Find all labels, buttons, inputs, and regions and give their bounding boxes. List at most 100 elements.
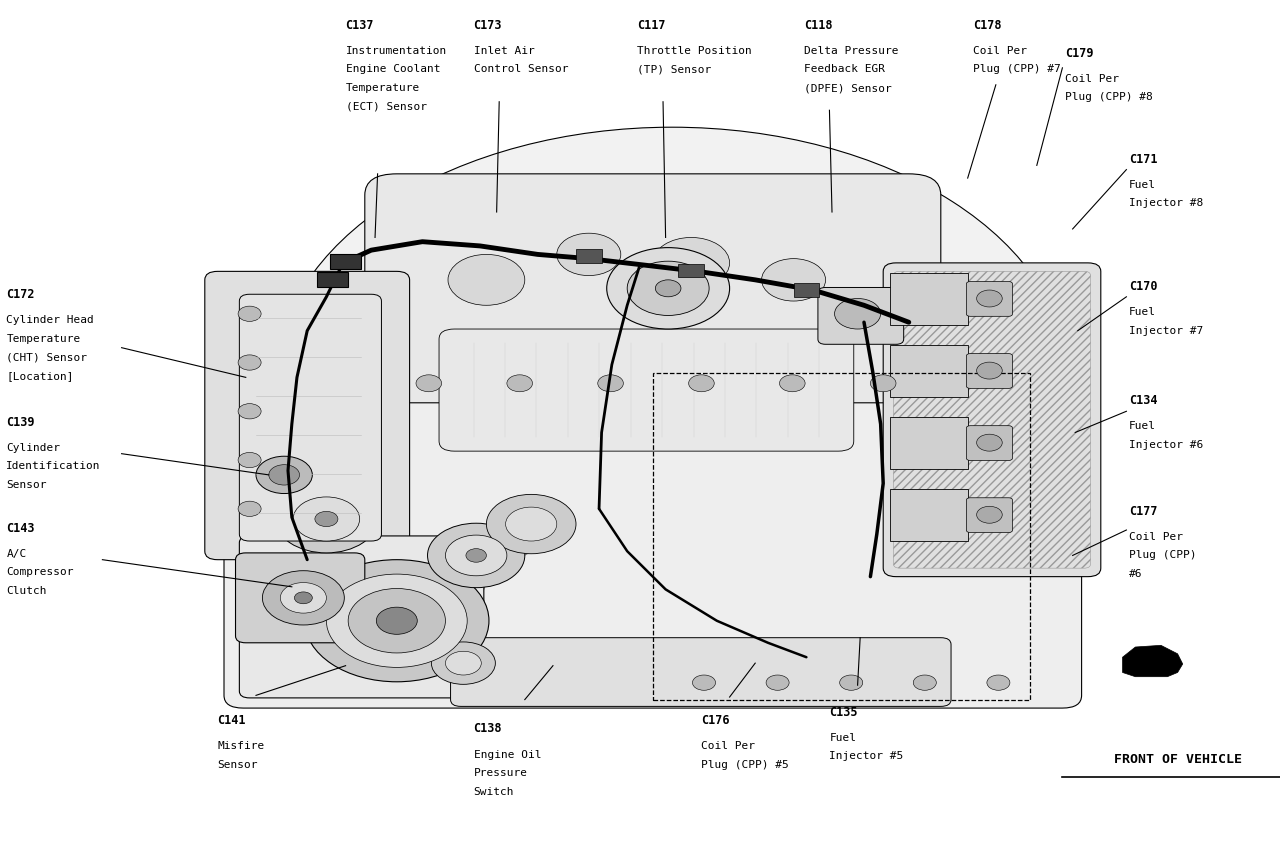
Text: C176: C176 — [701, 714, 730, 727]
Text: Engine Oil: Engine Oil — [474, 750, 541, 760]
FancyBboxPatch shape — [890, 489, 968, 541]
Text: Cylinder: Cylinder — [6, 443, 60, 453]
Circle shape — [835, 298, 881, 329]
Text: C134: C134 — [1129, 394, 1157, 407]
FancyBboxPatch shape — [966, 354, 1012, 388]
FancyBboxPatch shape — [576, 249, 602, 263]
Text: Injector #8: Injector #8 — [1129, 198, 1203, 209]
Text: A/C: A/C — [6, 549, 27, 559]
Circle shape — [238, 501, 261, 516]
Circle shape — [280, 583, 326, 613]
Circle shape — [262, 571, 344, 625]
FancyBboxPatch shape — [890, 273, 968, 325]
FancyBboxPatch shape — [239, 294, 381, 541]
Circle shape — [655, 280, 681, 297]
Text: Fuel: Fuel — [829, 733, 856, 743]
Text: Plug (CPP): Plug (CPP) — [1129, 550, 1197, 561]
Circle shape — [762, 259, 826, 301]
Circle shape — [506, 507, 557, 541]
FancyBboxPatch shape — [239, 536, 484, 698]
Text: (TP) Sensor: (TP) Sensor — [637, 64, 712, 75]
Circle shape — [977, 506, 1002, 523]
FancyBboxPatch shape — [966, 498, 1012, 533]
Text: Clutch: Clutch — [6, 586, 47, 596]
Text: Sensor: Sensor — [6, 480, 47, 490]
Circle shape — [914, 675, 937, 690]
Text: C171: C171 — [1129, 153, 1157, 165]
FancyBboxPatch shape — [365, 174, 941, 403]
Circle shape — [627, 261, 709, 315]
FancyBboxPatch shape — [224, 343, 1082, 708]
Text: Fuel: Fuel — [1129, 307, 1156, 317]
Text: Identification: Identification — [6, 461, 101, 471]
Text: Coil Per: Coil Per — [1065, 74, 1119, 84]
Text: (CHT) Sensor: (CHT) Sensor — [6, 353, 87, 363]
FancyBboxPatch shape — [236, 553, 365, 643]
Circle shape — [870, 375, 896, 392]
Circle shape — [765, 675, 788, 690]
Circle shape — [977, 362, 1002, 379]
Circle shape — [431, 642, 495, 684]
Text: #6: #6 — [1129, 569, 1143, 579]
Circle shape — [269, 465, 300, 485]
Text: C135: C135 — [829, 706, 858, 718]
Text: Injector #5: Injector #5 — [829, 751, 904, 762]
Circle shape — [238, 404, 261, 419]
Text: C170: C170 — [1129, 280, 1157, 293]
Circle shape — [428, 523, 525, 588]
FancyBboxPatch shape — [883, 263, 1101, 577]
Circle shape — [294, 592, 312, 604]
Text: Switch: Switch — [474, 787, 515, 797]
FancyBboxPatch shape — [966, 426, 1012, 460]
Text: Delta Pressure: Delta Pressure — [804, 46, 899, 56]
Text: C138: C138 — [474, 722, 502, 735]
FancyBboxPatch shape — [890, 417, 968, 469]
Text: C178: C178 — [973, 19, 1001, 31]
FancyBboxPatch shape — [678, 264, 704, 277]
Text: Coil Per: Coil Per — [1129, 532, 1183, 542]
Text: Engine Coolant: Engine Coolant — [346, 64, 440, 75]
Circle shape — [977, 434, 1002, 451]
Text: Fuel: Fuel — [1129, 180, 1156, 190]
Text: Inlet Air: Inlet Air — [474, 46, 534, 56]
Ellipse shape — [275, 127, 1069, 636]
Circle shape — [238, 354, 261, 370]
Circle shape — [445, 535, 507, 576]
Circle shape — [238, 453, 261, 468]
Text: Compressor: Compressor — [6, 567, 74, 577]
FancyBboxPatch shape — [966, 282, 1012, 316]
Circle shape — [692, 675, 716, 690]
Circle shape — [305, 560, 489, 682]
Circle shape — [293, 497, 360, 541]
Circle shape — [557, 233, 621, 276]
Bar — [317, 272, 348, 287]
Text: C139: C139 — [6, 416, 35, 428]
FancyBboxPatch shape — [794, 283, 819, 297]
Text: Plug (CPP) #8: Plug (CPP) #8 — [1065, 92, 1153, 103]
Text: Misfire: Misfire — [218, 741, 265, 751]
Circle shape — [416, 375, 442, 392]
Circle shape — [598, 375, 623, 392]
FancyBboxPatch shape — [439, 329, 854, 451]
Text: Feedback EGR: Feedback EGR — [804, 64, 884, 75]
Text: Cylinder Head: Cylinder Head — [6, 315, 95, 326]
Text: C177: C177 — [1129, 505, 1157, 517]
Text: Sensor: Sensor — [218, 760, 259, 770]
Circle shape — [840, 675, 863, 690]
Text: FRONT OF VEHICLE: FRONT OF VEHICLE — [1114, 753, 1242, 766]
Text: Fuel: Fuel — [1129, 421, 1156, 432]
FancyBboxPatch shape — [818, 287, 904, 344]
Bar — [653, 373, 1030, 700]
Text: C172: C172 — [6, 288, 35, 301]
Text: Control Sensor: Control Sensor — [474, 64, 568, 75]
Text: C143: C143 — [6, 522, 35, 534]
Text: Throttle Position: Throttle Position — [637, 46, 753, 56]
Text: Plug (CPP) #7: Plug (CPP) #7 — [973, 64, 1061, 75]
Circle shape — [977, 290, 1002, 307]
Circle shape — [315, 511, 338, 527]
Circle shape — [466, 549, 486, 562]
Circle shape — [348, 589, 445, 653]
Circle shape — [689, 375, 714, 392]
Circle shape — [238, 306, 261, 321]
Circle shape — [987, 675, 1010, 690]
